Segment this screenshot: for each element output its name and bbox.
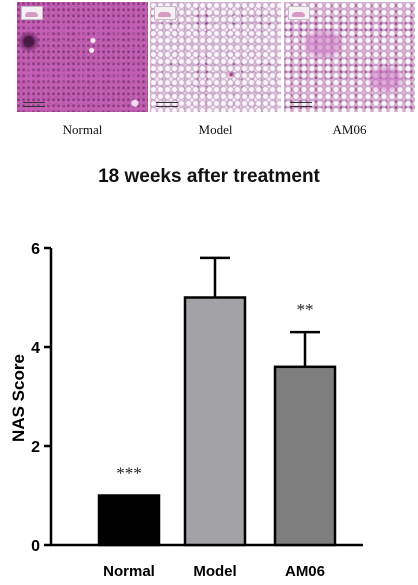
x-category-label: Model [193,563,236,580]
slide-thumbnail-icon [288,6,310,20]
bar [97,494,161,547]
chart-title: 18 weeks after treatment [98,166,320,187]
histology-image-am06 [284,2,415,112]
slide-thumbnail-icon [154,6,176,20]
y-axis-label: NAS Score [9,354,28,442]
y-tick-label: 4 [31,340,40,357]
bar [273,365,337,547]
panel-label-am06: AM06 [332,122,367,137]
histology-image-normal [17,2,148,112]
y-tick-label: 0 [31,538,40,555]
y-tick-label: 6 [31,241,40,258]
scale-bar [23,102,45,107]
y-tick-label: 2 [31,439,40,456]
x-category-label: Normal [103,563,155,580]
significance-label: ** [297,300,314,319]
panel-label-normal: Normal [62,122,103,137]
scale-bar [290,102,312,107]
slide-thumbnail-icon [21,6,43,20]
x-category-label: AM06 [285,563,325,580]
bar [183,296,247,547]
panel-label-model: Model [198,122,233,137]
significance-label: *** [116,464,142,483]
scale-bar [156,102,178,107]
histology-image-model [150,2,281,112]
